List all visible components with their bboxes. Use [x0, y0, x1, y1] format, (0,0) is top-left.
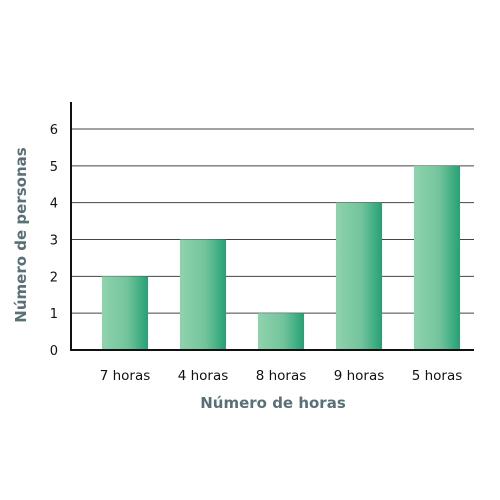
- y-tick-label: 6: [50, 123, 58, 138]
- x-tick-label: 7 horas: [100, 368, 151, 384]
- x-tick-label: 8 horas: [256, 368, 307, 384]
- bar: [102, 276, 148, 350]
- y-tick-label: 0: [50, 344, 58, 359]
- x-tick-label: 9 horas: [334, 368, 385, 384]
- y-tick-label: 1: [50, 307, 58, 322]
- x-tick-label: 5 horas: [412, 368, 463, 384]
- y-tick-label: 3: [50, 234, 58, 249]
- axes: [70, 102, 474, 351]
- y-tick-label: 4: [50, 197, 58, 212]
- y-tick-label: 2: [50, 270, 58, 285]
- x-tick-label: 4 horas: [178, 368, 229, 384]
- bars: [102, 165, 460, 350]
- bar: [414, 165, 460, 350]
- y-tick-labels: 0 1 2 3 4 5 6: [50, 123, 58, 359]
- y-axis-title: Número de personas: [12, 147, 30, 322]
- y-tick-label: 5: [50, 160, 58, 175]
- bar: [336, 202, 382, 350]
- bar: [258, 313, 304, 350]
- x-tick-labels: 7 horas 4 horas 8 horas 9 horas 5 horas: [100, 368, 463, 384]
- x-axis-title: Número de horas: [200, 394, 346, 412]
- bar: [180, 239, 226, 350]
